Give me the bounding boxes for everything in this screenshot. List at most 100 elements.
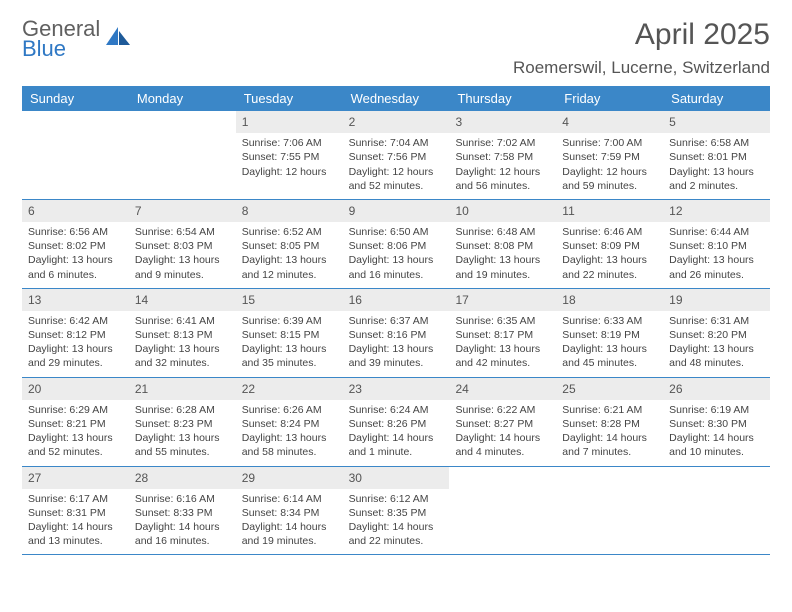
sunrise-text: Sunrise: 6:12 AM [349, 492, 444, 506]
calendar-cell: 29Sunrise: 6:14 AMSunset: 8:34 PMDayligh… [236, 467, 343, 555]
calendar-cell: 27Sunrise: 6:17 AMSunset: 8:31 PMDayligh… [22, 467, 129, 555]
daylight-text: Daylight: 13 hours and 9 minutes. [135, 253, 230, 281]
sunset-text: Sunset: 8:27 PM [455, 417, 550, 431]
calendar-row: 27Sunrise: 6:17 AMSunset: 8:31 PMDayligh… [22, 467, 770, 556]
daylight-text: Daylight: 14 hours and 1 minute. [349, 431, 444, 459]
calendar-cell: 8Sunrise: 6:52 AMSunset: 8:05 PMDaylight… [236, 200, 343, 288]
sunset-text: Sunset: 8:35 PM [349, 506, 444, 520]
weekday-header: Sunday [22, 86, 129, 111]
sunrise-text: Sunrise: 6:21 AM [562, 403, 657, 417]
daylight-text: Daylight: 13 hours and 22 minutes. [562, 253, 657, 281]
calendar-cell [556, 467, 663, 555]
sunset-text: Sunset: 8:26 PM [349, 417, 444, 431]
calendar-cell: 19Sunrise: 6:31 AMSunset: 8:20 PMDayligh… [663, 289, 770, 377]
calendar-cell: 7Sunrise: 6:54 AMSunset: 8:03 PMDaylight… [129, 200, 236, 288]
day-number: 25 [556, 378, 663, 400]
brand-logo: General Blue [22, 18, 132, 60]
day-number: 21 [129, 378, 236, 400]
day-number: 23 [343, 378, 450, 400]
sunrise-text: Sunrise: 7:02 AM [455, 136, 550, 150]
daylight-text: Daylight: 13 hours and 6 minutes. [28, 253, 123, 281]
calendar-cell: 15Sunrise: 6:39 AMSunset: 8:15 PMDayligh… [236, 289, 343, 377]
calendar-cell: 30Sunrise: 6:12 AMSunset: 8:35 PMDayligh… [343, 467, 450, 555]
day-data: Sunrise: 6:37 AMSunset: 8:16 PMDaylight:… [343, 311, 450, 377]
daylight-text: Daylight: 13 hours and 29 minutes. [28, 342, 123, 370]
sunrise-text: Sunrise: 7:00 AM [562, 136, 657, 150]
sunset-text: Sunset: 8:23 PM [135, 417, 230, 431]
calendar-cell: 20Sunrise: 6:29 AMSunset: 8:21 PMDayligh… [22, 378, 129, 466]
sunset-text: Sunset: 8:09 PM [562, 239, 657, 253]
calendar-cell: 22Sunrise: 6:26 AMSunset: 8:24 PMDayligh… [236, 378, 343, 466]
day-data: Sunrise: 6:41 AMSunset: 8:13 PMDaylight:… [129, 311, 236, 377]
day-data: Sunrise: 6:22 AMSunset: 8:27 PMDaylight:… [449, 400, 556, 466]
sunrise-text: Sunrise: 6:19 AM [669, 403, 764, 417]
sunrise-text: Sunrise: 6:50 AM [349, 225, 444, 239]
day-data: Sunrise: 7:06 AMSunset: 7:55 PMDaylight:… [236, 133, 343, 185]
daylight-text: Daylight: 12 hours and 56 minutes. [455, 165, 550, 193]
daylight-text: Daylight: 12 hours and 52 minutes. [349, 165, 444, 193]
sunrise-text: Sunrise: 6:41 AM [135, 314, 230, 328]
calendar-cell: 23Sunrise: 6:24 AMSunset: 8:26 PMDayligh… [343, 378, 450, 466]
daylight-text: Daylight: 13 hours and 26 minutes. [669, 253, 764, 281]
daylight-text: Daylight: 12 hours [242, 165, 337, 179]
day-number: 16 [343, 289, 450, 311]
daylight-text: Daylight: 14 hours and 19 minutes. [242, 520, 337, 548]
calendar-cell: 26Sunrise: 6:19 AMSunset: 8:30 PMDayligh… [663, 378, 770, 466]
day-number: 28 [129, 467, 236, 489]
day-number: 30 [343, 467, 450, 489]
day-number: 1 [236, 111, 343, 133]
day-data: Sunrise: 6:28 AMSunset: 8:23 PMDaylight:… [129, 400, 236, 466]
weekday-header: Monday [129, 86, 236, 111]
day-data: Sunrise: 6:33 AMSunset: 8:19 PMDaylight:… [556, 311, 663, 377]
day-number: 24 [449, 378, 556, 400]
calendar-cell: 18Sunrise: 6:33 AMSunset: 8:19 PMDayligh… [556, 289, 663, 377]
calendar-cell: 24Sunrise: 6:22 AMSunset: 8:27 PMDayligh… [449, 378, 556, 466]
day-data: Sunrise: 6:35 AMSunset: 8:17 PMDaylight:… [449, 311, 556, 377]
sunset-text: Sunset: 8:02 PM [28, 239, 123, 253]
sunrise-text: Sunrise: 6:29 AM [28, 403, 123, 417]
sunset-text: Sunset: 8:15 PM [242, 328, 337, 342]
day-data: Sunrise: 6:12 AMSunset: 8:35 PMDaylight:… [343, 489, 450, 555]
day-number: 26 [663, 378, 770, 400]
day-data: Sunrise: 6:56 AMSunset: 8:02 PMDaylight:… [22, 222, 129, 288]
title-block: April 2025 Roemerswil, Lucerne, Switzerl… [513, 18, 770, 78]
day-data: Sunrise: 6:58 AMSunset: 8:01 PMDaylight:… [663, 133, 770, 199]
sunset-text: Sunset: 7:58 PM [455, 150, 550, 164]
sunrise-text: Sunrise: 6:35 AM [455, 314, 550, 328]
calendar-cell: 16Sunrise: 6:37 AMSunset: 8:16 PMDayligh… [343, 289, 450, 377]
sunset-text: Sunset: 8:13 PM [135, 328, 230, 342]
day-data: Sunrise: 6:26 AMSunset: 8:24 PMDaylight:… [236, 400, 343, 466]
sunrise-text: Sunrise: 6:37 AM [349, 314, 444, 328]
day-number: 17 [449, 289, 556, 311]
day-data: Sunrise: 6:29 AMSunset: 8:21 PMDaylight:… [22, 400, 129, 466]
weekday-header: Tuesday [236, 86, 343, 111]
daylight-text: Daylight: 14 hours and 13 minutes. [28, 520, 123, 548]
day-number: 13 [22, 289, 129, 311]
day-data: Sunrise: 6:19 AMSunset: 8:30 PMDaylight:… [663, 400, 770, 466]
calendar-cell: 2Sunrise: 7:04 AMSunset: 7:56 PMDaylight… [343, 111, 450, 199]
sunset-text: Sunset: 7:59 PM [562, 150, 657, 164]
day-data: Sunrise: 7:04 AMSunset: 7:56 PMDaylight:… [343, 133, 450, 199]
day-number: 18 [556, 289, 663, 311]
day-number: 3 [449, 111, 556, 133]
day-number: 15 [236, 289, 343, 311]
calendar-cell [449, 467, 556, 555]
sunrise-text: Sunrise: 6:33 AM [562, 314, 657, 328]
sunrise-text: Sunrise: 6:48 AM [455, 225, 550, 239]
daylight-text: Daylight: 13 hours and 42 minutes. [455, 342, 550, 370]
day-number: 12 [663, 200, 770, 222]
sunset-text: Sunset: 8:01 PM [669, 150, 764, 164]
sunrise-text: Sunrise: 6:28 AM [135, 403, 230, 417]
daylight-text: Daylight: 13 hours and 58 minutes. [242, 431, 337, 459]
day-data: Sunrise: 6:50 AMSunset: 8:06 PMDaylight:… [343, 222, 450, 288]
brand-text: General Blue [22, 18, 100, 60]
day-data: Sunrise: 6:54 AMSunset: 8:03 PMDaylight:… [129, 222, 236, 288]
sunrise-text: Sunrise: 7:06 AM [242, 136, 337, 150]
day-data: Sunrise: 6:42 AMSunset: 8:12 PMDaylight:… [22, 311, 129, 377]
day-number: 14 [129, 289, 236, 311]
daylight-text: Daylight: 13 hours and 55 minutes. [135, 431, 230, 459]
sunrise-text: Sunrise: 6:39 AM [242, 314, 337, 328]
day-number: 27 [22, 467, 129, 489]
sunset-text: Sunset: 8:08 PM [455, 239, 550, 253]
calendar-row: 13Sunrise: 6:42 AMSunset: 8:12 PMDayligh… [22, 289, 770, 378]
